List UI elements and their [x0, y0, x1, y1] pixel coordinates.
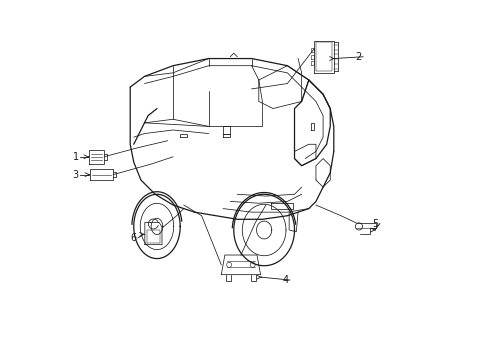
Text: 3: 3	[72, 170, 79, 180]
Text: 1: 1	[72, 152, 79, 162]
Text: 5: 5	[372, 219, 378, 229]
Text: 6: 6	[130, 233, 137, 243]
Text: 2: 2	[355, 52, 361, 62]
Text: 4: 4	[282, 275, 288, 285]
